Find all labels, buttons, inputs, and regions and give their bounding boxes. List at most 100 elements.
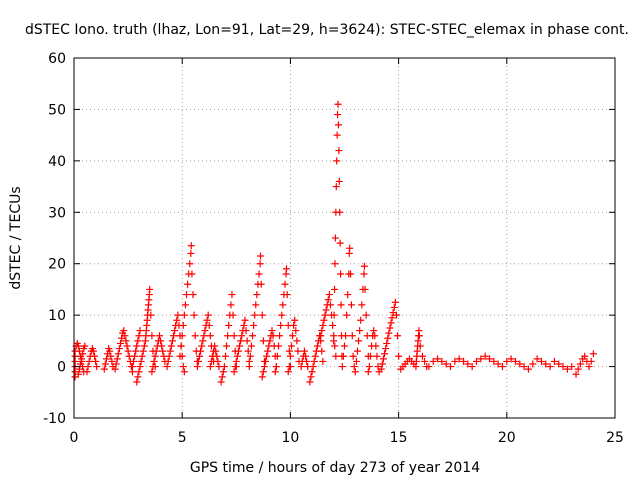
- data-point-marker: [271, 368, 279, 376]
- data-point-marker: [278, 311, 286, 319]
- data-point-marker: [371, 332, 379, 340]
- data-point-marker: [150, 357, 158, 365]
- data-point-marker: [196, 352, 204, 360]
- data-point-marker: [451, 357, 459, 365]
- data-point-marker: [317, 332, 325, 340]
- data-point-marker: [168, 337, 176, 345]
- data-point-marker: [384, 334, 392, 342]
- data-point-marker: [289, 332, 297, 340]
- data-point-marker: [207, 357, 215, 365]
- data-point-marker: [425, 363, 433, 371]
- data-point-marker: [130, 357, 138, 365]
- data-point-marker: [243, 337, 251, 345]
- data-point-marker: [331, 260, 339, 268]
- y-tick-label: 40: [48, 154, 66, 170]
- data-point-marker: [303, 357, 311, 365]
- data-point-marker: [197, 347, 205, 355]
- data-point-marker: [307, 373, 315, 381]
- data-point-marker: [138, 352, 146, 360]
- data-point-marker: [122, 337, 130, 345]
- data-point-marker: [342, 332, 350, 340]
- data-point-marker: [555, 360, 563, 368]
- x-tick-label: 15: [390, 430, 408, 446]
- data-point-marker: [257, 252, 265, 260]
- data-point-marker: [318, 327, 326, 335]
- data-point-marker: [155, 332, 163, 340]
- data-point-marker: [258, 373, 266, 381]
- data-point-marker: [335, 177, 343, 185]
- data-point-marker: [358, 301, 366, 309]
- data-point-marker: [93, 363, 101, 371]
- data-point-marker: [134, 337, 142, 345]
- data-point-marker: [334, 121, 342, 129]
- data-point-marker: [349, 352, 357, 360]
- data-point-marker: [524, 365, 532, 373]
- data-point-marker: [131, 352, 139, 360]
- data-point-marker: [332, 183, 340, 191]
- data-point-marker: [200, 332, 208, 340]
- data-point-marker: [149, 363, 157, 371]
- data-point-marker: [101, 360, 109, 368]
- data-point-marker: [362, 311, 370, 319]
- data-point-marker: [587, 357, 595, 365]
- data-point-marker: [187, 242, 195, 250]
- data-point-marker: [344, 291, 352, 299]
- data-point-marker: [180, 368, 188, 376]
- data-point-marker: [337, 270, 345, 278]
- data-point-marker: [322, 306, 330, 314]
- data-point-marker: [477, 355, 485, 363]
- data-point-marker: [190, 311, 198, 319]
- data-point-marker: [333, 131, 341, 139]
- data-point-marker: [421, 357, 429, 365]
- data-point-marker: [373, 352, 381, 360]
- data-point-marker: [120, 327, 128, 335]
- data-point-marker: [498, 363, 506, 371]
- data-point-marker: [171, 327, 179, 335]
- data-point-marker: [285, 347, 293, 355]
- data-point-marker: [223, 342, 231, 350]
- data-point-marker: [357, 316, 365, 324]
- data-point-marker: [179, 363, 187, 371]
- data-point-marker: [559, 363, 567, 371]
- data-point-marker: [204, 311, 212, 319]
- data-point-marker: [372, 342, 380, 350]
- data-point-marker: [102, 355, 110, 363]
- data-point-marker: [74, 342, 82, 350]
- chart-title: dSTEC Iono. truth (lhaz, Lon=91, Lat=29,…: [25, 22, 629, 38]
- data-point-marker: [232, 357, 240, 365]
- data-point-marker: [395, 352, 403, 360]
- data-point-marker: [277, 321, 285, 329]
- data-point-marker: [356, 327, 364, 335]
- data-point-marker: [542, 360, 550, 368]
- data-point-marker: [79, 350, 87, 358]
- data-point-marker: [135, 332, 143, 340]
- data-point-marker: [184, 280, 192, 288]
- x-tick-label: 10: [281, 430, 299, 446]
- data-point-marker: [85, 357, 93, 365]
- data-point-marker: [163, 363, 171, 371]
- data-point-marker: [258, 311, 266, 319]
- data-point-marker: [415, 332, 423, 340]
- data-point-marker: [76, 360, 84, 368]
- y-tick-label: 0: [57, 360, 66, 376]
- data-point-marker: [321, 311, 329, 319]
- x-tick-label: 20: [498, 430, 516, 446]
- data-point-marker: [229, 311, 237, 319]
- data-point-marker: [217, 378, 225, 386]
- data-point-marker: [233, 352, 241, 360]
- data-point-marker: [346, 244, 354, 252]
- data-point-marker: [249, 332, 257, 340]
- data-point-marker: [302, 352, 310, 360]
- data-point-marker: [250, 321, 258, 329]
- data-point-marker: [193, 363, 201, 371]
- data-point-marker: [503, 357, 511, 365]
- x-axis-label: GPS time / hours of day 273 of year 2014: [190, 460, 480, 476]
- y-tick-label: 10: [48, 308, 66, 324]
- data-point-marker: [100, 365, 108, 373]
- data-point-marker: [332, 352, 340, 360]
- data-point-marker: [236, 342, 244, 350]
- data-point-marker: [81, 342, 89, 350]
- data-point-marker: [329, 321, 337, 329]
- data-point-marker: [260, 363, 268, 371]
- data-point-marker: [529, 360, 537, 368]
